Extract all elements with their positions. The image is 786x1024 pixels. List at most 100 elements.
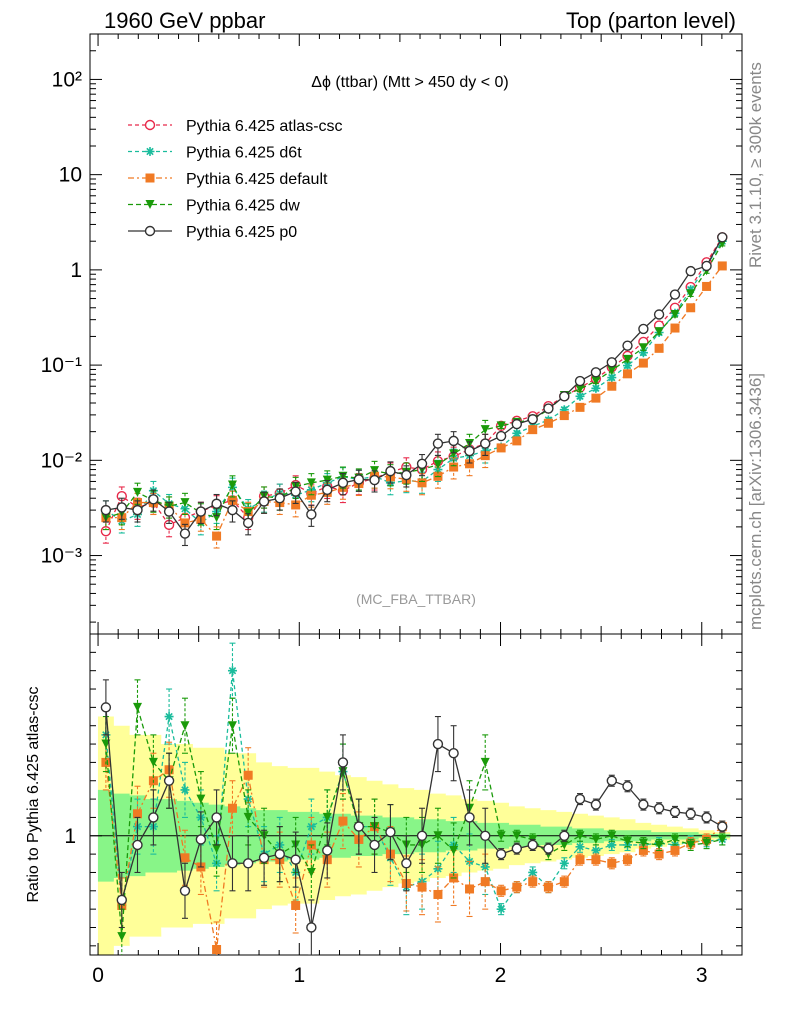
data-point xyxy=(638,323,649,335)
ratio-data-point xyxy=(543,843,554,854)
ratio-data-point xyxy=(290,854,301,865)
ratio-y-axis-label: Ratio to Pythia 6.425 atlas-csc xyxy=(25,686,42,902)
data-point xyxy=(622,369,632,379)
ratio-data-point xyxy=(306,867,316,877)
data-point xyxy=(227,480,237,490)
data-point xyxy=(622,354,632,364)
x-tick-label: 1 xyxy=(293,964,305,987)
ratio-data-point xyxy=(669,806,681,818)
ratio-data-point xyxy=(527,839,538,851)
mcplots-reference-label: mcplots.cern.ch [arXiv:1306.3436] xyxy=(746,372,765,630)
data-point xyxy=(465,459,475,469)
ratio-data-point xyxy=(559,840,569,850)
ratio-data-point xyxy=(291,900,301,910)
ratio-data-point xyxy=(180,785,190,795)
data-point xyxy=(274,493,285,504)
ratio-data-point xyxy=(180,853,190,863)
data-point xyxy=(607,365,617,375)
data-point xyxy=(449,462,459,472)
ratio-data-point xyxy=(591,855,601,865)
data-point xyxy=(717,232,728,243)
ratio-data-point xyxy=(385,826,396,838)
ratio-data-point xyxy=(132,809,142,819)
data-point xyxy=(622,361,632,371)
ratio-data-point xyxy=(116,894,127,906)
y-tick-label: 10 xyxy=(59,164,82,187)
ratio-data-point xyxy=(685,808,696,819)
rivet-version-label: Rivet 3.1.10, ≥ 300k events xyxy=(746,62,765,268)
ratio-plot-panel: 1 0 1 2 3 Ratio to Pythia 6.425 atlas-csc xyxy=(25,633,743,987)
ratio-data-point xyxy=(575,855,585,865)
data-point xyxy=(670,309,680,319)
data-point xyxy=(638,343,648,353)
ratio-data-point xyxy=(433,831,443,841)
ratio-data-point xyxy=(227,858,238,869)
data-point xyxy=(132,504,143,516)
ratio-data-point xyxy=(686,840,696,850)
data-point xyxy=(575,384,585,394)
ratio-data-point xyxy=(559,830,570,841)
ratio-data-point xyxy=(480,757,490,767)
ratio-data-point xyxy=(338,816,348,826)
data-point xyxy=(211,498,222,509)
data-point xyxy=(212,531,222,541)
data-point xyxy=(291,500,301,510)
legend-entry: Pythia 6.425 atlas-csc xyxy=(186,118,343,135)
data-point xyxy=(369,474,380,486)
ratio-data-point xyxy=(511,843,523,854)
plot-title: Δϕ (ttbar) (Mtt > 450 dy < 0) xyxy=(311,74,509,91)
ratio-y-tick-label: 1 xyxy=(64,825,76,848)
ratio-data-point xyxy=(322,812,332,822)
legend-marker xyxy=(145,173,155,183)
ratio-data-point xyxy=(574,793,586,805)
ratio-data-point xyxy=(448,748,459,759)
data-point xyxy=(670,323,680,333)
legend-marker xyxy=(144,225,156,237)
beam-energy-label: 1960 GeV ppbar xyxy=(104,8,266,33)
x-tick-label: 2 xyxy=(495,964,507,987)
ratio-data-point xyxy=(591,845,601,855)
ratio-data-point xyxy=(432,738,444,750)
ratio-data-point xyxy=(464,812,475,823)
data-point xyxy=(591,383,601,393)
ratio-data-point xyxy=(607,840,617,850)
data-point xyxy=(148,494,159,505)
ratio-data-point xyxy=(227,666,237,676)
ratio-data-point xyxy=(163,775,175,786)
ratio-series-line xyxy=(105,707,723,928)
data-point xyxy=(306,478,316,488)
ratio-data-point xyxy=(179,885,191,896)
analysis-watermark: (MC_FBA_TTBAR) xyxy=(356,591,476,607)
ratio-series-group xyxy=(100,642,728,955)
ratio-data-point xyxy=(242,858,254,869)
ratio-data-point xyxy=(480,830,491,841)
data-point xyxy=(180,498,190,508)
data-point xyxy=(100,504,112,516)
data-point xyxy=(195,506,207,517)
ratio-data-point xyxy=(496,831,506,841)
ratio-data-point xyxy=(606,775,618,786)
data-point xyxy=(495,430,507,442)
ratio-data-point xyxy=(622,781,633,792)
ratio-data-point xyxy=(417,882,427,892)
ratio-data-point xyxy=(717,821,728,832)
x-tick-label: 0 xyxy=(92,964,104,987)
data-point xyxy=(686,289,696,299)
ratio-data-point xyxy=(607,831,617,841)
ratio-data-point xyxy=(353,821,365,832)
data-point xyxy=(575,391,585,401)
y-tick-label: 10⁻³ xyxy=(41,545,82,568)
data-point xyxy=(527,414,538,425)
ratio-data-point xyxy=(670,845,680,855)
ratio-data-point xyxy=(164,712,174,722)
ratio-data-point xyxy=(653,803,665,814)
ratio-data-point xyxy=(512,882,522,892)
y-tick-label: 10⁻² xyxy=(41,449,82,472)
ratio-data-point xyxy=(638,799,649,810)
data-point xyxy=(512,436,522,446)
data-point xyxy=(227,504,238,516)
data-point xyxy=(464,445,475,457)
data-point xyxy=(416,458,428,469)
ratio-data-point xyxy=(416,830,428,841)
